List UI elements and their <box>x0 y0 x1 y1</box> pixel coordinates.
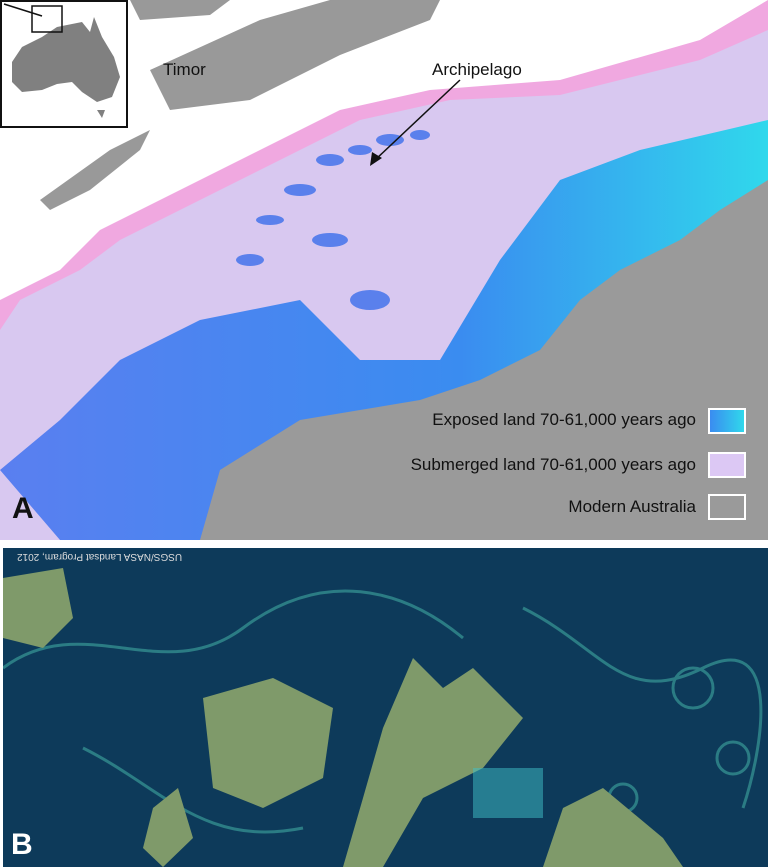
label-timor: Timor <box>163 60 206 79</box>
legend-exposed-label: Exposed land 70-61,000 years ago <box>432 410 696 429</box>
algal-bloom-swirls <box>3 589 763 834</box>
panel-b-satellite: USGS/NASA Landsat Program, 2012 B <box>3 548 768 867</box>
islands <box>3 568 683 867</box>
small-island <box>40 130 150 210</box>
panel-a-map: Timor Archipelago Exposed land 70-61,000… <box>0 0 768 540</box>
label-archipelago: Archipelago <box>432 60 522 79</box>
legend-modern-label: Modern Australia <box>568 497 696 516</box>
satellite-image <box>3 548 768 867</box>
legend-modern-swatch <box>708 494 746 520</box>
panel-letter-b: B <box>11 828 33 861</box>
legend-exposed-swatch <box>708 408 746 434</box>
australia-inset <box>0 0 128 128</box>
timor-island <box>150 0 440 110</box>
legend-submerged-swatch <box>708 452 746 478</box>
archipelago-islands <box>236 130 430 310</box>
image-credit: USGS/NASA Landsat Program, 2012 <box>17 551 183 562</box>
modern-australia <box>200 180 768 540</box>
legend-submerged-label: Submerged land 70-61,000 years ago <box>410 455 696 474</box>
panel-letter-a: A <box>12 492 34 525</box>
arrow-head-icon <box>370 152 382 166</box>
paleo-map <box>0 0 768 540</box>
small-island <box>130 0 230 20</box>
australia-outline <box>3 3 120 118</box>
archipelago-arrow <box>374 79 461 161</box>
